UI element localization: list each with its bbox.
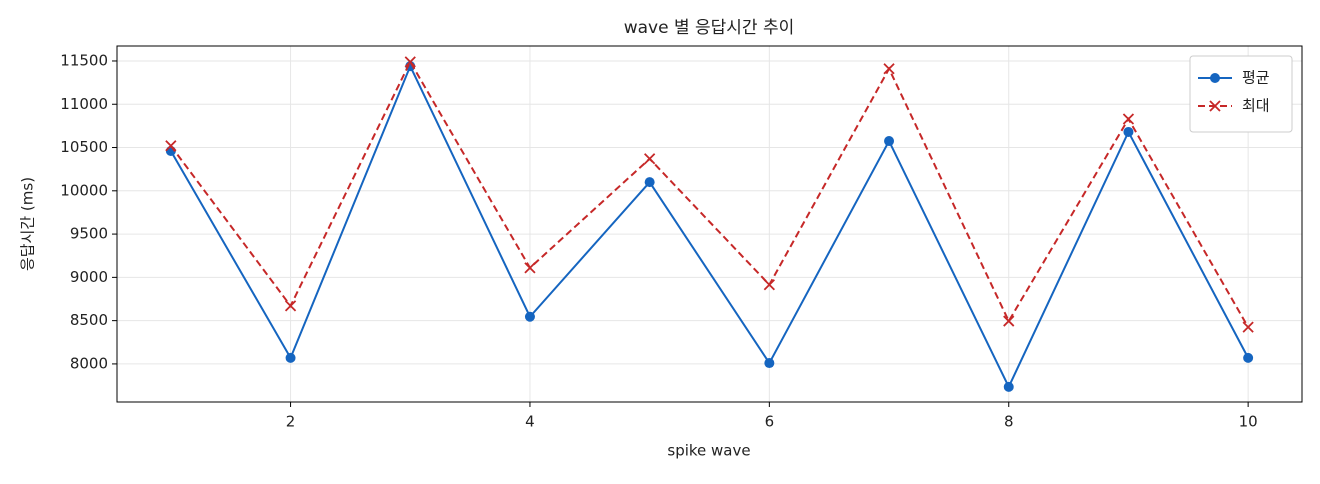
point bbox=[1122, 113, 1135, 125]
y-tick-label: 9000 bbox=[70, 268, 108, 286]
x-tick-label: 6 bbox=[765, 413, 775, 431]
y-tick-label: 9500 bbox=[70, 225, 108, 243]
legend-marker bbox=[1210, 73, 1220, 83]
legend-label: 평균 bbox=[1242, 69, 1270, 87]
y-tick-label: 11000 bbox=[60, 95, 108, 113]
x-tick-label: 2 bbox=[286, 413, 296, 431]
point bbox=[763, 279, 775, 291]
point bbox=[883, 63, 895, 75]
point bbox=[644, 153, 656, 165]
point bbox=[644, 177, 655, 188]
y-tick-label: 8000 bbox=[70, 354, 108, 372]
point bbox=[1123, 126, 1134, 137]
legend-box bbox=[1189, 55, 1293, 133]
line bbox=[169, 63, 1250, 390]
y-tick-label: 11500 bbox=[60, 51, 108, 69]
y-axis-label: 응답시간 (ms) bbox=[19, 177, 37, 271]
point bbox=[1003, 315, 1015, 327]
y-tick-label: 8500 bbox=[70, 311, 108, 329]
line bbox=[170, 59, 1250, 328]
point bbox=[524, 311, 535, 322]
x-tick-label: 4 bbox=[525, 413, 535, 431]
x-tick-label: 8 bbox=[1004, 413, 1014, 431]
chart-title: wave 별 응답시간 추이 bbox=[624, 18, 795, 38]
x-tick-label: 10 bbox=[1239, 413, 1258, 431]
point bbox=[1242, 321, 1254, 333]
point bbox=[165, 140, 177, 152]
point bbox=[1003, 381, 1014, 392]
y-tick-label: 10500 bbox=[60, 138, 108, 156]
point bbox=[1243, 352, 1254, 363]
legend-marker bbox=[1209, 100, 1221, 112]
legend-label: 최대 bbox=[1242, 97, 1270, 115]
point bbox=[884, 136, 895, 147]
point bbox=[404, 56, 416, 68]
plot-frame bbox=[116, 45, 1303, 403]
x-axis-label: spike wave bbox=[667, 442, 750, 460]
point bbox=[284, 300, 297, 312]
point bbox=[285, 352, 296, 363]
y-tick-label: 10000 bbox=[60, 181, 108, 199]
point bbox=[764, 358, 775, 369]
point bbox=[524, 262, 536, 274]
